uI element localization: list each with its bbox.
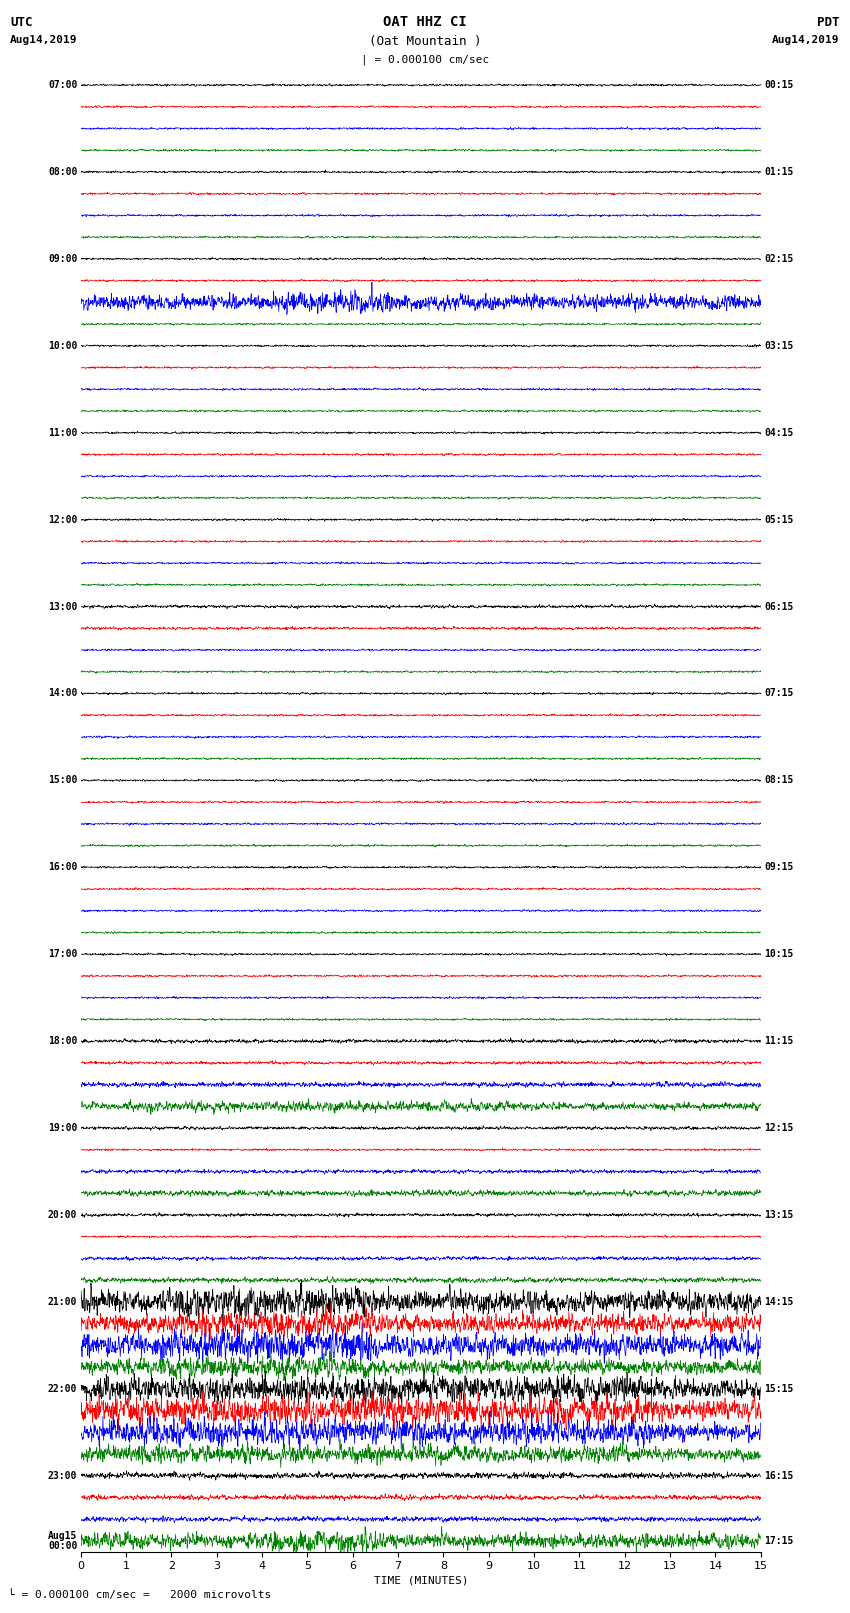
Text: 20:00: 20:00	[48, 1210, 77, 1219]
Text: 03:15: 03:15	[764, 340, 794, 350]
Text: Aug14,2019: Aug14,2019	[10, 35, 77, 45]
Text: └ = 0.000100 cm/sec =   2000 microvolts: └ = 0.000100 cm/sec = 2000 microvolts	[8, 1589, 272, 1600]
Text: PDT: PDT	[818, 16, 840, 29]
Text: 21:00: 21:00	[48, 1297, 77, 1307]
Text: 17:00: 17:00	[48, 948, 77, 960]
Text: 00:15: 00:15	[764, 81, 794, 90]
Text: 19:00: 19:00	[48, 1123, 77, 1132]
Text: 08:15: 08:15	[764, 776, 794, 786]
Text: 06:15: 06:15	[764, 602, 794, 611]
Text: 08:00: 08:00	[48, 168, 77, 177]
Text: 05:15: 05:15	[764, 515, 794, 524]
Text: 16:00: 16:00	[48, 863, 77, 873]
Text: 18:00: 18:00	[48, 1036, 77, 1047]
Text: 13:00: 13:00	[48, 602, 77, 611]
X-axis label: TIME (MINUTES): TIME (MINUTES)	[373, 1576, 468, 1586]
Text: 14:15: 14:15	[764, 1297, 794, 1307]
Text: 12:00: 12:00	[48, 515, 77, 524]
Text: 13:15: 13:15	[764, 1210, 794, 1219]
Text: 15:00: 15:00	[48, 776, 77, 786]
Text: 12:15: 12:15	[764, 1123, 794, 1132]
Text: 17:15: 17:15	[764, 1536, 794, 1545]
Text: 11:15: 11:15	[764, 1036, 794, 1047]
Text: Aug15: Aug15	[48, 1531, 77, 1540]
Text: 07:15: 07:15	[764, 689, 794, 698]
Text: 01:15: 01:15	[764, 168, 794, 177]
Text: 11:00: 11:00	[48, 427, 77, 437]
Text: 09:00: 09:00	[48, 253, 77, 265]
Text: 22:00: 22:00	[48, 1384, 77, 1394]
Text: 14:00: 14:00	[48, 689, 77, 698]
Text: UTC: UTC	[10, 16, 32, 29]
Text: 15:15: 15:15	[764, 1384, 794, 1394]
Text: 00:00: 00:00	[48, 1540, 77, 1550]
Text: 10:15: 10:15	[764, 948, 794, 960]
Text: 09:15: 09:15	[764, 863, 794, 873]
Text: Aug14,2019: Aug14,2019	[773, 35, 840, 45]
Text: 07:00: 07:00	[48, 81, 77, 90]
Text: 02:15: 02:15	[764, 253, 794, 265]
Text: | = 0.000100 cm/sec: | = 0.000100 cm/sec	[361, 53, 489, 65]
Text: OAT HHZ CI: OAT HHZ CI	[383, 15, 467, 29]
Text: (Oat Mountain ): (Oat Mountain )	[369, 35, 481, 48]
Text: 04:15: 04:15	[764, 427, 794, 437]
Text: 23:00: 23:00	[48, 1471, 77, 1481]
Text: 16:15: 16:15	[764, 1471, 794, 1481]
Text: 10:00: 10:00	[48, 340, 77, 350]
